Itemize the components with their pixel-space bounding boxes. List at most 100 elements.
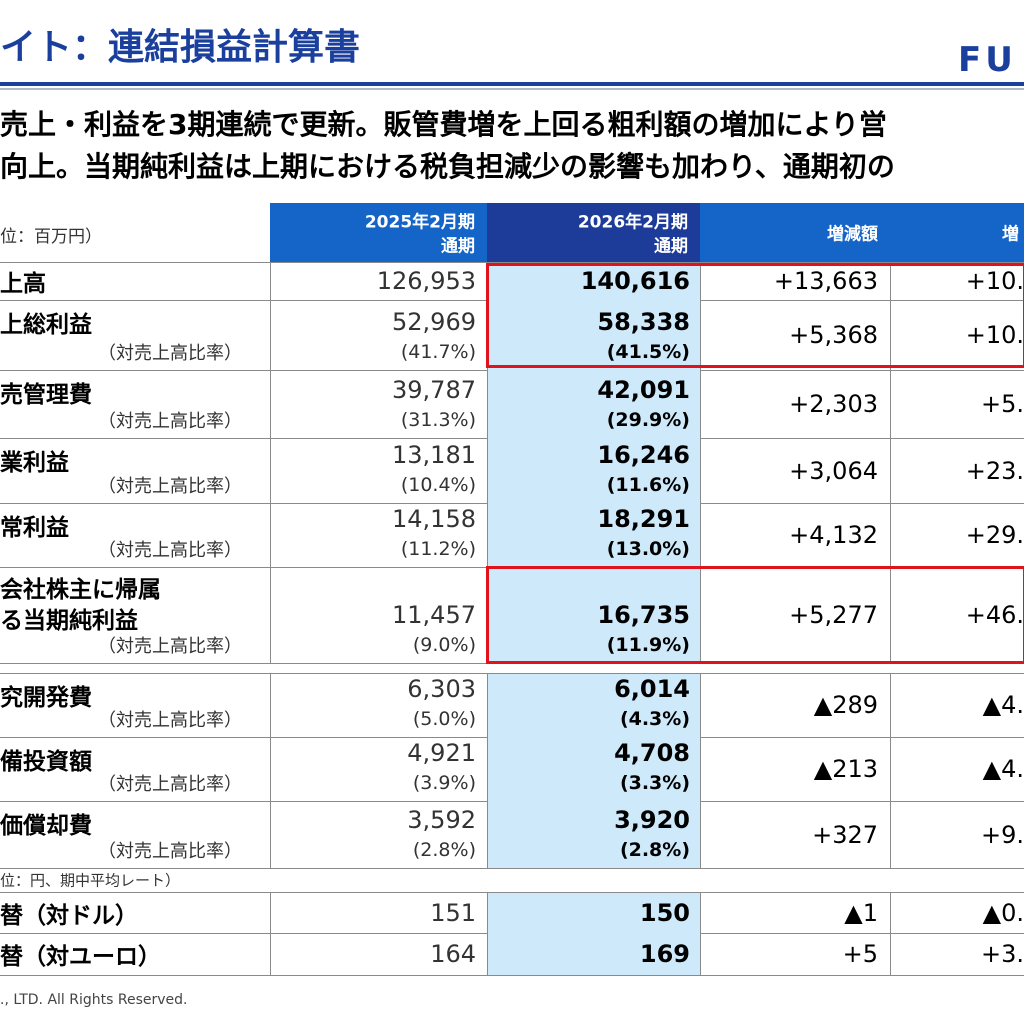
row-rule [0,892,1024,893]
row-label: 業利益 [0,450,69,476]
ratio-label: （対売上高比率） [98,710,242,731]
current-value: 16,246 [597,441,690,469]
ratio-label: （対売上高比率） [98,636,242,657]
col-rule [487,892,488,975]
prior-value: 4,921 [407,739,476,767]
current-cell-bg [487,300,700,370]
prior-value: 6,303 [407,675,476,703]
ratio-label: （対売上高比率） [98,841,242,862]
change-value: +327 [812,820,878,849]
col-rule [700,673,701,868]
change-value: +4,132 [789,521,878,549]
current-ratio: (4.3%) [619,708,690,730]
current-ratio: (3.3%) [619,772,690,794]
current-value: 42,091 [597,376,690,404]
row-rule [0,975,1024,976]
current-ratio: (13.0%) [606,538,690,560]
row-rule [0,868,1024,869]
title: イト：連結損益計算書 [0,27,361,68]
current-value: 58,338 [597,308,690,336]
summary-line: 売上・利益を3期連続で更新。販管費増を上回る粗利額の増加により営 [0,108,887,141]
col-rule [487,262,488,663]
prior-value: 3,592 [407,806,476,834]
ratio-label: （対売上高比率） [98,774,242,795]
header-text: 増 [1002,224,1019,245]
change-value: +13,663 [773,267,878,295]
current-value: 3,920 [614,806,690,834]
row-label: 替（対ユーロ） [0,944,161,970]
change-value: +5 [842,940,878,968]
rule [0,88,1024,90]
rate-value: +5. [980,390,1024,418]
rate-value: +23. [965,456,1024,485]
current-cell-bg [487,737,700,801]
change-value: +3,064 [789,456,878,485]
header-text: 増減額 [827,224,878,245]
header-text: 2025年2月期 [364,212,475,233]
prior-value: 39,787 [392,376,476,404]
highlight [486,566,1024,664]
rule [0,82,1024,86]
prior-value: 11,457 [392,601,476,629]
current-cell-bg [487,503,700,567]
current-ratio: (41.5%) [606,341,690,363]
prior-ratio: (5.0%) [412,708,476,730]
current-value: 140,616 [580,267,690,295]
rate-value: ▲0. [982,898,1024,927]
current-cell-bg [487,370,700,438]
row-rule [0,673,1024,674]
ratio-label: （対売上高比率） [98,476,242,497]
unit-note: 位：百万円） [0,227,102,247]
col-rule [700,262,701,663]
header-cell [487,203,700,262]
rate-value: +10. [965,267,1024,295]
prior-value: 13,181 [392,441,476,469]
row-label: 常利益 [0,515,69,541]
logo: FU [958,40,1017,80]
current-cell-bg [487,892,700,933]
current-cell-bg [487,673,700,737]
row-rule [0,262,1024,263]
row-label: 価償却費 [0,813,92,839]
col-rule [890,262,891,663]
current-ratio: (29.9%) [606,409,690,431]
current-cell-bg [487,933,700,975]
prior-value: 14,158 [392,505,476,533]
header-cell [700,203,890,262]
row-label: 会社株主に帰属 [0,577,161,603]
change-value: +2,303 [789,390,878,418]
rate-value: ▲4. [982,755,1024,783]
col-rule [270,262,271,663]
highlight [486,263,1024,368]
col-rule [890,892,891,975]
prior-value: 164 [430,940,476,968]
change-value: ▲213 [813,755,878,783]
row-label: 替（対ドル） [0,902,138,929]
current-value: 150 [639,898,690,927]
prior-value: 52,969 [392,308,476,336]
row-label: 上総利益 [0,312,92,338]
prior-ratio: (31.3%) [400,409,476,431]
rate-value: +3. [980,940,1024,968]
current-ratio: (2.8%) [619,839,690,861]
ratio-label: （対売上高比率） [98,540,242,561]
row-label: 上高 [0,271,46,297]
prior-ratio: (2.8%) [412,839,476,861]
rate-value: +46. [965,601,1024,629]
prior-value: 151 [430,898,476,927]
current-cell-bg [487,438,700,503]
current-value: 6,014 [614,675,690,703]
prior-ratio: (11.2%) [400,538,476,560]
footer: ., LTD. All Rights Reserved. [0,992,188,1008]
col-rule [270,673,271,868]
current-value: 4,708 [614,739,690,767]
header-cell [890,203,1024,262]
change-value: ▲289 [813,691,878,719]
header-cell [270,203,487,262]
rate-value: ▲4. [982,691,1024,719]
prior-ratio: (3.9%) [412,772,476,794]
rate-value: +29. [965,521,1024,549]
prior-ratio: (9.0%) [412,634,476,656]
current-value: 16,735 [597,601,690,629]
